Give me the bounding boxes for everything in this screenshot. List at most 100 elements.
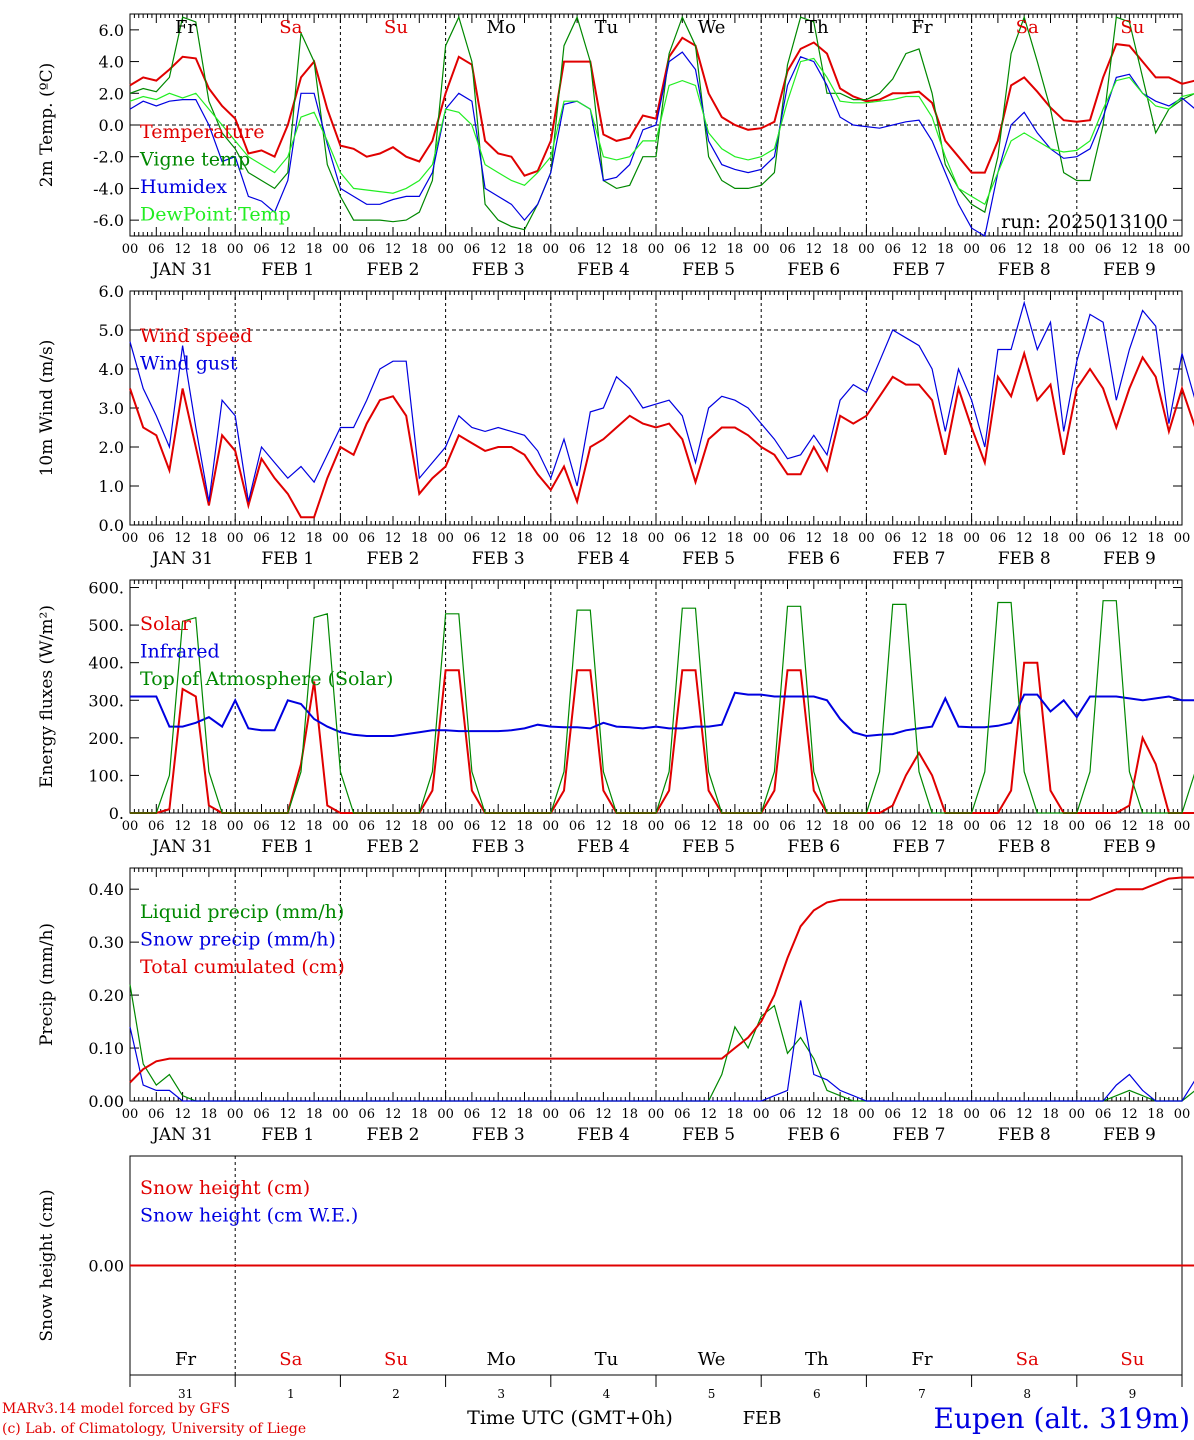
hour-tick-label: 12 xyxy=(280,1107,297,1122)
series-line-wind-speed xyxy=(129,349,1194,519)
weekday-label: Fr xyxy=(911,17,932,38)
hour-tick-label: 12 xyxy=(490,242,507,257)
hour-tick-label: 12 xyxy=(806,531,823,546)
legend-entry: Humidex xyxy=(140,176,227,198)
x-axis-title: Time UTC (GMT+0h) xyxy=(467,1407,673,1429)
hour-tick-label: 12 xyxy=(1121,531,1138,546)
day-label: FEB 2 xyxy=(367,260,420,280)
day-label: FEB 8 xyxy=(998,837,1051,857)
hour-tick-label: 06 xyxy=(884,819,901,834)
hour-tick-label: 06 xyxy=(674,1107,691,1122)
day-label: JAN 31 xyxy=(150,837,213,857)
panel-5 xyxy=(129,1155,1194,1387)
y-tick-label: 1.0 xyxy=(99,477,124,496)
hour-tick-label: 06 xyxy=(779,531,796,546)
day-label: JAN 31 xyxy=(150,260,213,280)
hour-tick-label: 00 xyxy=(437,1107,454,1122)
hour-tick-label: 18 xyxy=(201,819,218,834)
hour-tick-label: 12 xyxy=(174,242,191,257)
hour-tick-label: 00 xyxy=(648,531,665,546)
hour-tick-label: 18 xyxy=(516,1107,533,1122)
hour-tick-label: 18 xyxy=(937,531,954,546)
legend-entry: Total cumulated (cm) xyxy=(140,956,345,978)
hour-tick-label: 18 xyxy=(516,242,533,257)
day-label: FEB 3 xyxy=(472,260,525,280)
y-tick-label: 300. xyxy=(88,691,124,710)
legend-entry: Solar xyxy=(140,613,192,635)
day-label: FEB 5 xyxy=(682,260,735,280)
hour-tick-label: 00 xyxy=(753,242,770,257)
weekday-label: Fr xyxy=(911,1349,932,1370)
y-axis-label: Energy fluxes (W/m²) xyxy=(37,605,57,788)
hour-tick-label: 00 xyxy=(858,531,875,546)
hour-tick-label: 00 xyxy=(753,819,770,834)
hour-tick-label: 12 xyxy=(911,242,928,257)
hour-tick-label: 18 xyxy=(306,819,323,834)
hour-tick-label: 12 xyxy=(595,1107,612,1122)
series-line-temperature xyxy=(129,36,1194,177)
hour-tick-label: 18 xyxy=(1147,1107,1164,1122)
day-label: FEB 6 xyxy=(787,837,840,857)
hour-tick-label: 06 xyxy=(253,819,270,834)
hour-tick-label: 00 xyxy=(122,242,139,257)
y-tick-label: 6.0 xyxy=(99,282,124,301)
weekday-label: Mo xyxy=(487,17,516,38)
hour-tick-label: 12 xyxy=(174,531,191,546)
hour-tick-label: 00 xyxy=(543,531,560,546)
hour-tick-label: 12 xyxy=(806,819,823,834)
day-label: FEB 1 xyxy=(261,260,314,280)
hour-tick-label: 00 xyxy=(858,1107,875,1122)
hour-tick-label: 06 xyxy=(779,1107,796,1122)
hour-tick-label: 06 xyxy=(464,819,481,834)
hour-tick-label: 00 xyxy=(1069,531,1086,546)
y-axis-label: Precip (mm/h) xyxy=(37,923,57,1046)
hour-tick-label: 00 xyxy=(753,531,770,546)
hour-tick-label: 06 xyxy=(464,1107,481,1122)
weekday-label: Th xyxy=(805,17,829,38)
day-label: FEB 9 xyxy=(1103,1125,1156,1145)
legend-entry: Snow height (cm) xyxy=(140,1177,310,1199)
y-tick-label: 0. xyxy=(109,804,124,823)
hour-tick-label: 12 xyxy=(385,819,402,834)
hour-tick-label: 12 xyxy=(1121,1107,1138,1122)
hour-tick-label: 00 xyxy=(858,819,875,834)
hour-tick-label: 12 xyxy=(1016,242,1033,257)
hour-tick-label: 00 xyxy=(332,819,349,834)
hour-tick-label: 12 xyxy=(911,819,928,834)
day-label: FEB 7 xyxy=(893,1125,946,1145)
day-label: FEB 8 xyxy=(998,549,1051,569)
hour-tick-label: 00 xyxy=(122,531,139,546)
day-label: FEB 5 xyxy=(682,1125,735,1145)
hour-tick-label: 18 xyxy=(727,1107,744,1122)
legend-entry: Snow precip (mm/h) xyxy=(140,929,336,951)
day-label: FEB 9 xyxy=(1103,837,1156,857)
hour-tick-label: 06 xyxy=(358,242,375,257)
hour-tick-label: 18 xyxy=(832,819,849,834)
hour-tick-label: 18 xyxy=(516,531,533,546)
hour-tick-label: 06 xyxy=(358,531,375,546)
hour-tick-label: 18 xyxy=(201,531,218,546)
day-number: 3 xyxy=(497,1387,505,1401)
hour-tick-label: 00 xyxy=(543,819,560,834)
hour-tick-label: 06 xyxy=(1095,531,1112,546)
hour-tick-label: 12 xyxy=(595,819,612,834)
hour-tick-label: 18 xyxy=(1147,242,1164,257)
hour-tick-label: 06 xyxy=(253,531,270,546)
hour-tick-label: 00 xyxy=(858,242,875,257)
hour-tick-label: 00 xyxy=(437,531,454,546)
hour-tick-label: 18 xyxy=(306,1107,323,1122)
day-label: FEB 4 xyxy=(577,549,630,569)
day-label: FEB 5 xyxy=(682,837,735,857)
hour-tick-label: 18 xyxy=(201,242,218,257)
series-line-snow-precip-mm-h- xyxy=(129,1000,1194,1102)
hour-tick-label: 00 xyxy=(332,531,349,546)
day-label: FEB 7 xyxy=(893,260,946,280)
weekday-label: Th xyxy=(805,1349,829,1370)
hour-tick-label: 06 xyxy=(779,819,796,834)
hour-tick-label: 06 xyxy=(990,531,1007,546)
panel-3 xyxy=(129,579,1194,814)
hour-tick-label: 06 xyxy=(990,242,1007,257)
hour-tick-label: 12 xyxy=(595,242,612,257)
hour-tick-label: 18 xyxy=(411,819,428,834)
series-line-infrared xyxy=(130,691,1194,738)
